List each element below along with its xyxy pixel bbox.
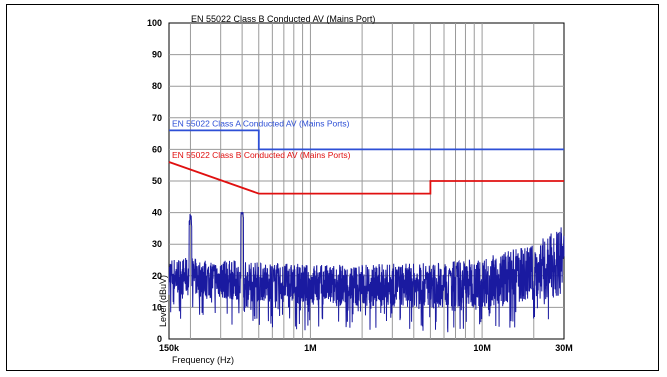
y-axis-label: Level (dBuV)	[158, 275, 168, 327]
chart-frame: EN 55022 Class A Conducted AV (Mains Por…	[6, 4, 659, 371]
measurement-trace	[168, 212, 565, 333]
y-tick-label: 20	[152, 271, 162, 281]
x-tick-label: 10M	[473, 343, 491, 353]
x-tick-label: 30M	[555, 343, 573, 353]
y-tick-label: 40	[152, 208, 162, 218]
class-a-limit-line	[169, 129, 564, 151]
class-b-limit-line	[168, 161, 564, 195]
measurement-series	[168, 212, 565, 333]
emc-chart: EN 55022 Class A Conducted AV (Mains Por…	[147, 14, 573, 365]
y-tick-label: 10	[152, 302, 162, 312]
class-b-limit-label: EN 55022 Class B Conducted AV (Mains Por…	[172, 150, 351, 160]
y-tick-label: 90	[152, 50, 162, 60]
y-tick-label: 30	[152, 239, 162, 249]
chart-title: EN 55022 Class B Conducted AV (Mains Por…	[191, 14, 375, 24]
y-tick-label: 0	[157, 334, 162, 344]
axes-labels: 0 10 20 30 40 50 60 70 80 90 100 150k 1M 10M 30M Freque…	[147, 14, 573, 365]
x-tick-label: 1M	[304, 343, 317, 353]
y-tick-label: 50	[152, 176, 162, 186]
y-tick-label: 60	[152, 144, 162, 154]
y-tick-label: 70	[152, 113, 162, 123]
limit-lines: EN 55022 Class A Conducted AV (Mains Por…	[168, 118, 564, 195]
y-tick-label: 100	[147, 18, 162, 28]
x-axis-label: Frequency (Hz)	[172, 355, 234, 365]
x-tick-label: 150k	[159, 343, 180, 353]
y-tick-label: 80	[152, 81, 162, 91]
class-a-limit-label: EN 55022 Class A Conducted AV (Mains Por…	[172, 118, 350, 128]
